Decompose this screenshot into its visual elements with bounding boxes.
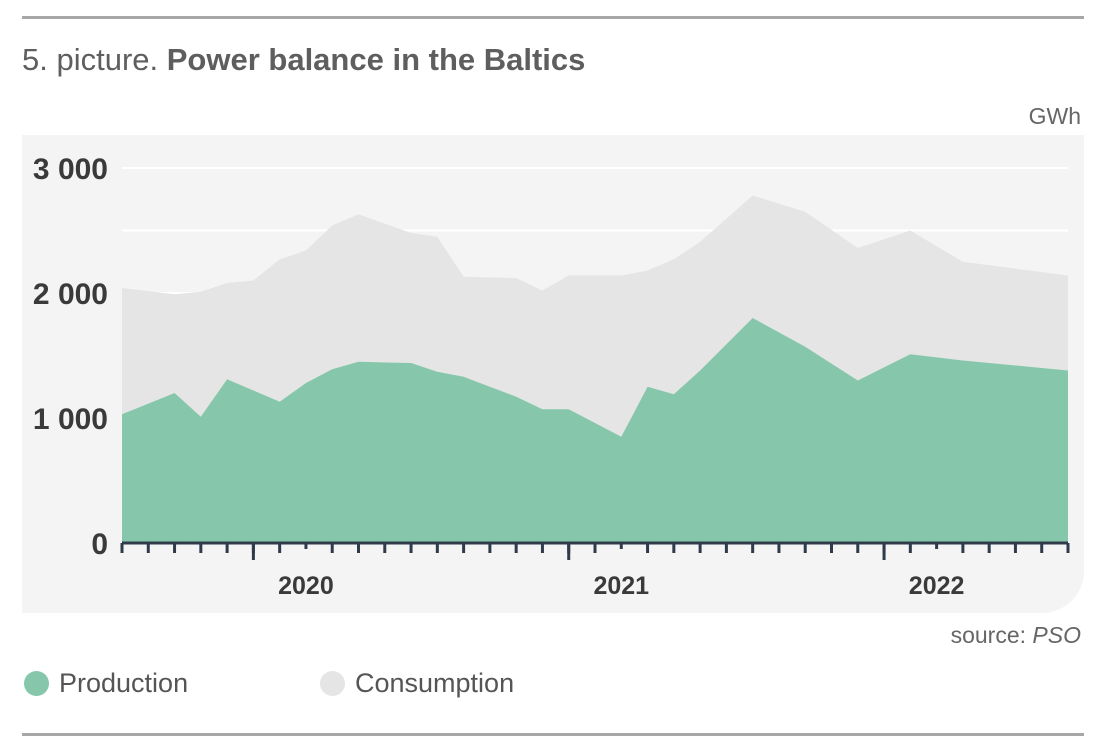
source-note: source: PSO [951,622,1081,649]
x-year-label: 2022 [909,572,965,600]
bottom-rule [22,733,1084,736]
production-legend-label: Production [59,668,189,698]
y-tick-label: 3 000 [33,153,108,186]
production-legend-swatch [24,671,49,696]
y-tick-label: 1 000 [33,403,108,436]
title-main: Power balance in the Baltics [166,42,586,77]
source-prefix: source: [950,622,1027,648]
source-name: PSO [1032,622,1081,648]
x-year-label: 2021 [593,572,649,600]
y-tick-label: 0 [91,528,108,561]
chart-title: 5. picture. Power balance in the Baltics [22,42,585,78]
title-prefix: 5. picture. [22,42,159,77]
consumption-legend-label: Consumption [355,668,515,698]
legend-item-consumption: Consumption [320,668,514,699]
top-rule [22,16,1084,19]
y-tick-label: 2 000 [33,278,108,311]
legend-item-production: Production [24,668,188,699]
x-year-label: 2020 [278,572,334,600]
production-area [122,318,1068,543]
unit-label: GWh [1028,103,1081,129]
consumption-legend-swatch [320,671,345,696]
